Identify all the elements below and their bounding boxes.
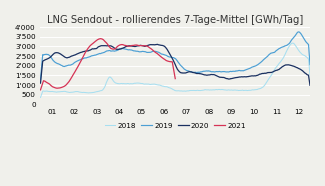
2019 — [146, 51, 150, 54]
2021 — [154, 52, 158, 54]
Line: 2020: 2020 — [41, 44, 310, 85]
2020 — [146, 44, 150, 46]
2019 — [308, 63, 312, 66]
2018 — [147, 83, 151, 85]
2021 — [70, 76, 74, 78]
2019 — [39, 78, 43, 81]
2018 — [291, 42, 295, 44]
2021 — [170, 61, 174, 63]
2019 — [297, 31, 301, 33]
2018 — [39, 96, 43, 99]
2019 — [112, 50, 116, 52]
2018 — [112, 81, 116, 83]
2018 — [269, 74, 273, 76]
2020 — [270, 71, 274, 73]
2019 — [147, 51, 151, 54]
2018 — [296, 49, 300, 51]
Legend: 2018, 2019, 2020, 2021: 2018, 2019, 2020, 2021 — [102, 120, 249, 132]
2020 — [296, 67, 300, 69]
2020 — [96, 46, 99, 49]
Line: 2019: 2019 — [41, 32, 310, 80]
2021 — [98, 38, 102, 40]
2020 — [308, 84, 312, 86]
2021 — [39, 89, 43, 91]
2019 — [295, 31, 299, 33]
2018 — [146, 83, 150, 85]
2018 — [96, 91, 99, 93]
2021 — [73, 71, 77, 73]
2021 — [173, 78, 177, 80]
2018 — [308, 74, 312, 76]
2020 — [39, 82, 43, 84]
Line: 2018: 2018 — [41, 43, 310, 97]
2019 — [269, 52, 273, 54]
2020 — [156, 43, 160, 45]
2019 — [96, 53, 99, 55]
Title: LNG Sendout - rollierendes 7-Tage-Mittel [GWh/Tag]: LNG Sendout - rollierendes 7-Tage-Mittel… — [47, 15, 303, 25]
2020 — [147, 44, 151, 46]
Line: 2021: 2021 — [41, 39, 175, 90]
2020 — [112, 47, 116, 49]
2021 — [172, 69, 176, 71]
2021 — [55, 87, 59, 89]
